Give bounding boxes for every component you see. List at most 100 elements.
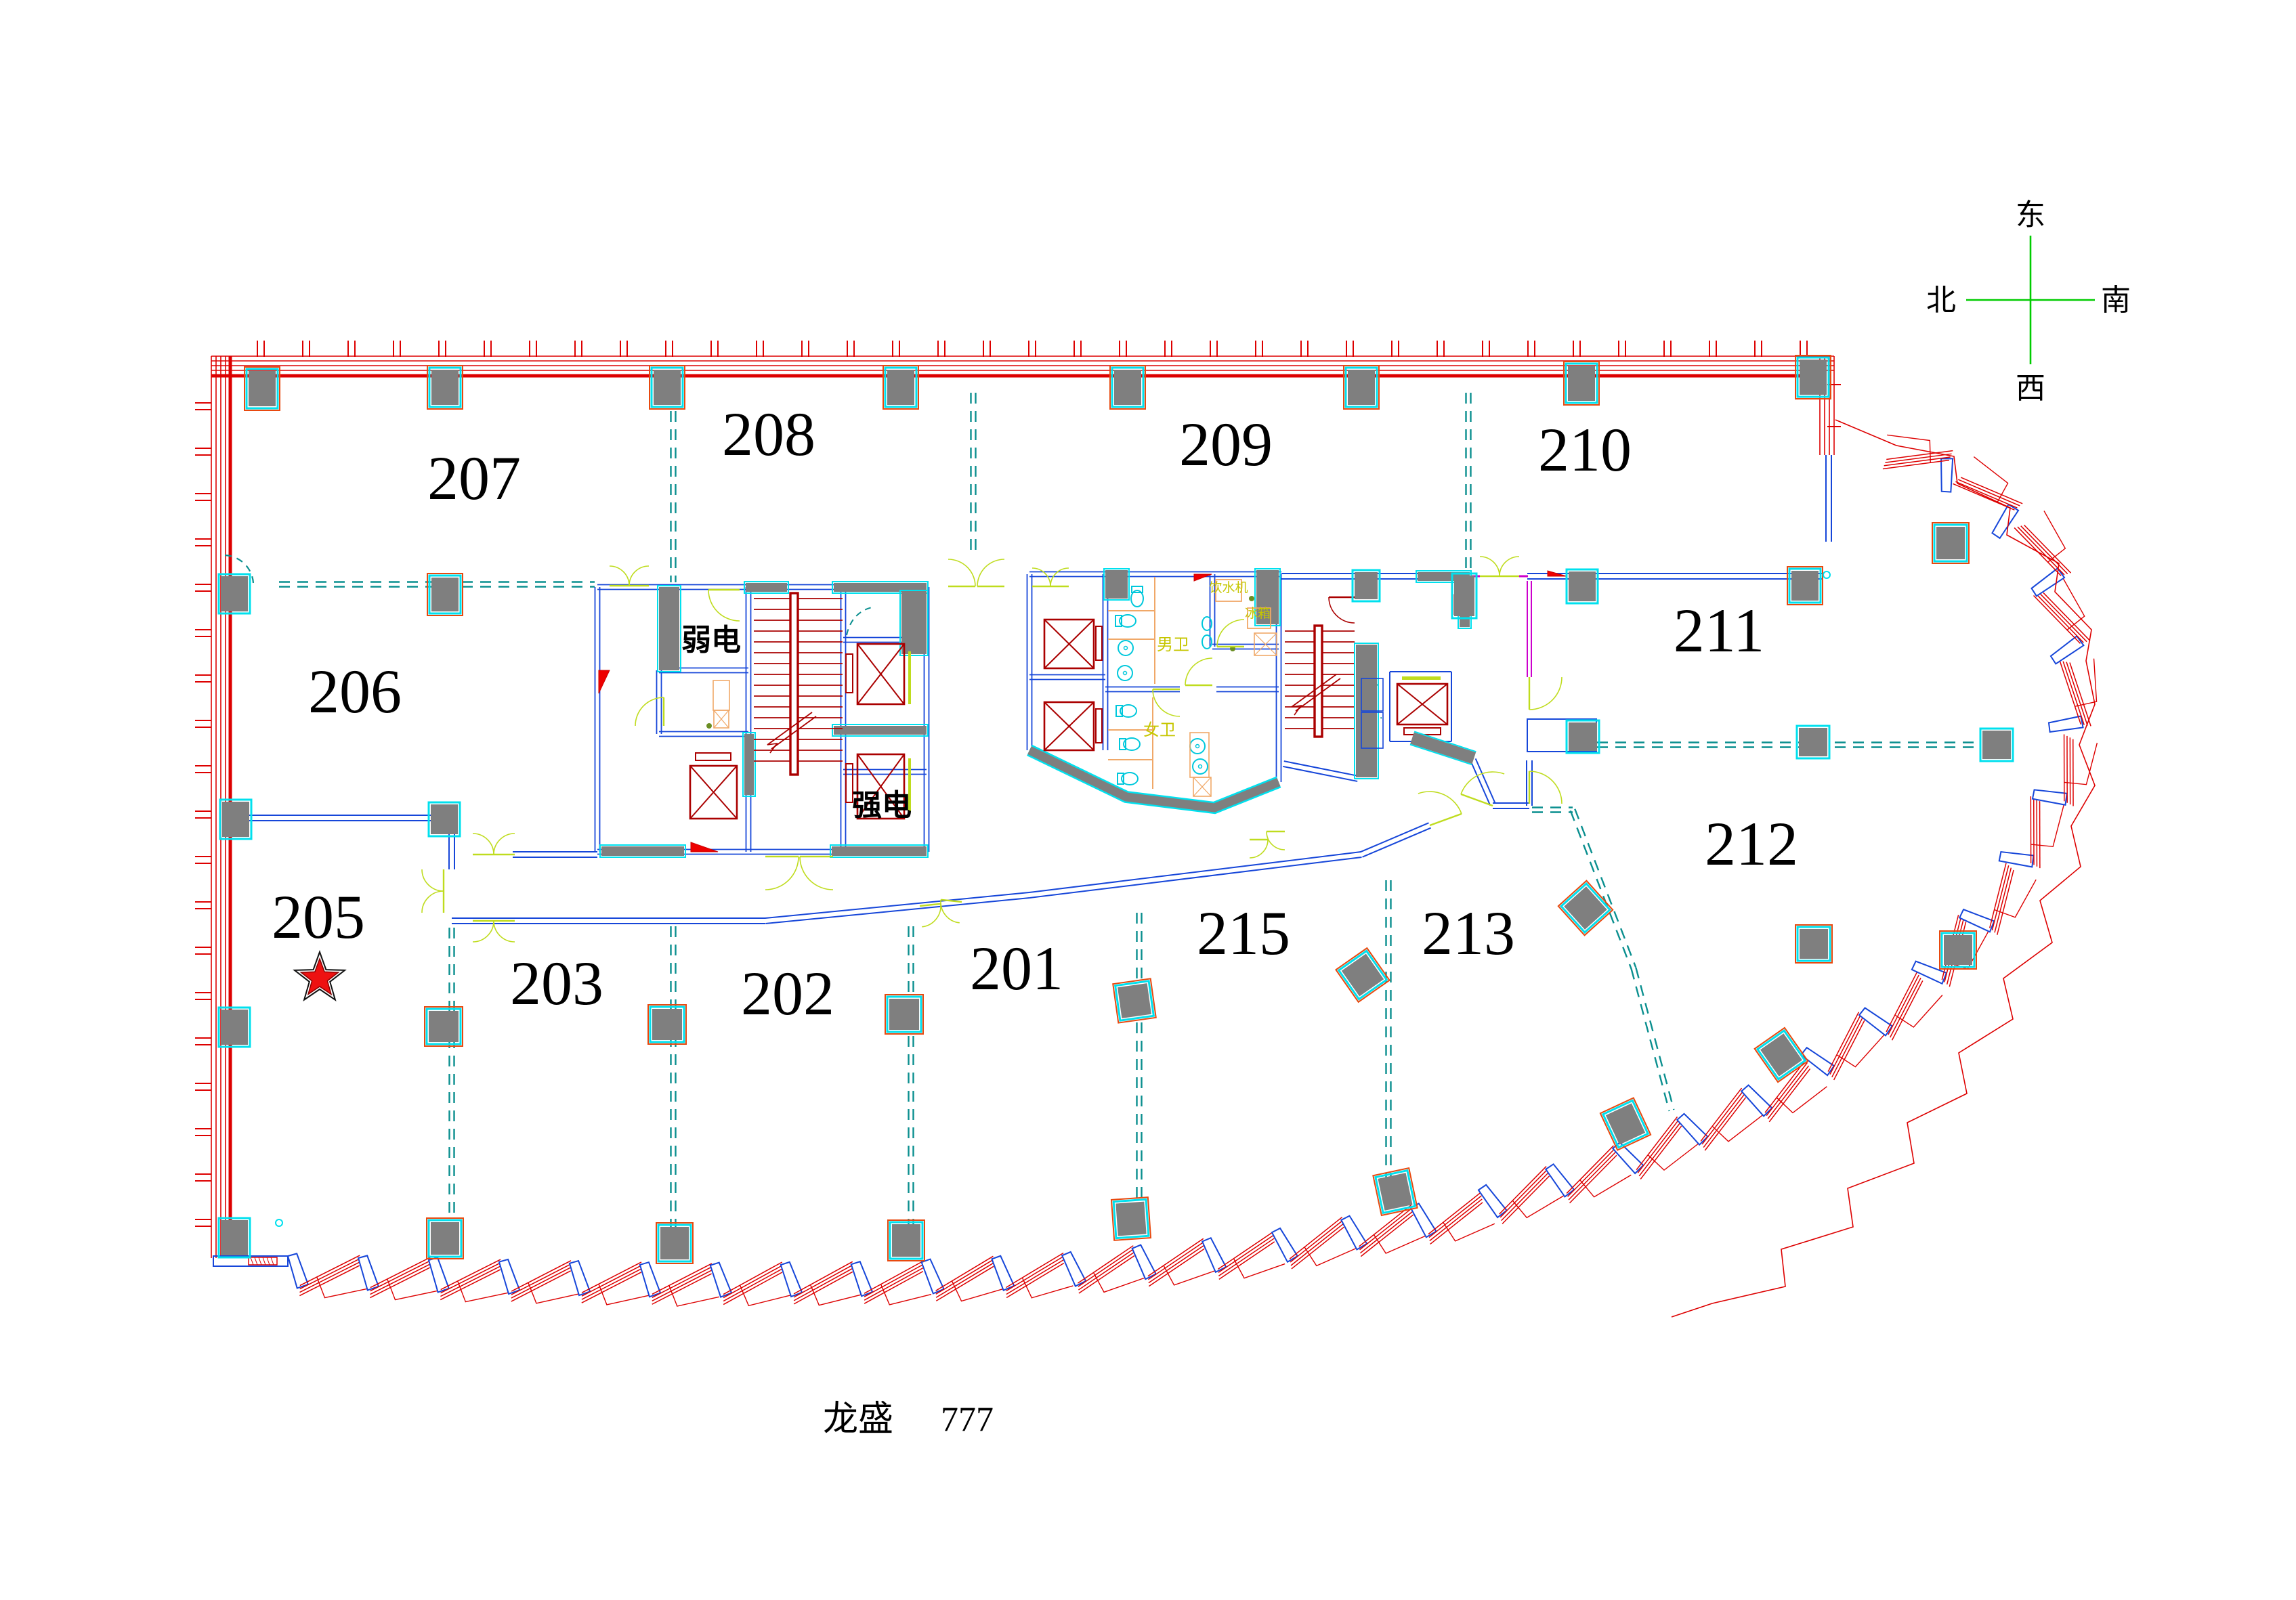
column bbox=[647, 1004, 687, 1045]
title-project-number: 777 bbox=[941, 1400, 994, 1439]
shape bbox=[1800, 360, 1827, 395]
facade-tooth bbox=[1477, 1166, 1565, 1224]
shape bbox=[1044, 701, 1094, 751]
facade-tooth bbox=[1953, 456, 2023, 540]
shape bbox=[1348, 370, 1375, 405]
shape bbox=[421, 869, 444, 892]
core-label-strong-power: 强电 bbox=[852, 788, 912, 823]
shape bbox=[713, 710, 729, 729]
shape bbox=[885, 994, 924, 1035]
shape bbox=[1397, 683, 1448, 725]
shape bbox=[1756, 1029, 1807, 1081]
shape bbox=[654, 370, 681, 405]
room-labels: 201 202 203 205 206 207 208 209 210 211 212 213 215 弱… bbox=[272, 399, 1798, 1028]
shape bbox=[1359, 1204, 1412, 1247]
shape bbox=[2066, 662, 2088, 726]
shape bbox=[845, 763, 853, 803]
compass-label-west: 西 bbox=[2016, 372, 2045, 405]
column bbox=[1795, 725, 1831, 760]
shape bbox=[649, 1006, 685, 1043]
shape bbox=[2043, 592, 2091, 641]
shape bbox=[1569, 810, 1632, 970]
shape bbox=[2030, 796, 2032, 863]
room-label-205: 205 bbox=[272, 882, 365, 951]
shape bbox=[1120, 704, 1137, 718]
compass-label-south: 南 bbox=[2101, 284, 2131, 317]
shape bbox=[1973, 456, 2009, 503]
shape bbox=[1833, 1020, 1865, 1081]
shape bbox=[952, 1280, 1003, 1302]
column bbox=[427, 573, 463, 616]
shape bbox=[1351, 569, 1381, 603]
shape bbox=[935, 1262, 994, 1298]
shape bbox=[652, 1266, 713, 1298]
shape bbox=[1344, 366, 1378, 408]
shape bbox=[1795, 725, 1831, 760]
shape bbox=[740, 1285, 791, 1307]
facade-tooth bbox=[286, 1253, 367, 1299]
shape bbox=[599, 844, 686, 858]
shape bbox=[387, 1279, 438, 1301]
room-label-211: 211 bbox=[1674, 596, 1765, 665]
shape bbox=[1290, 1219, 1343, 1263]
room-label-202: 202 bbox=[741, 959, 834, 1028]
shape bbox=[1189, 738, 1206, 754]
shape bbox=[799, 856, 834, 890]
shape bbox=[1638, 1123, 1681, 1177]
shape bbox=[1193, 574, 1212, 582]
shape bbox=[1474, 758, 1496, 804]
shape bbox=[864, 1270, 924, 1304]
shape bbox=[440, 1262, 501, 1294]
shape bbox=[1799, 728, 1827, 756]
shape bbox=[1050, 567, 1069, 587]
shape bbox=[1118, 983, 1151, 1018]
facade-tooth bbox=[1271, 1216, 1357, 1270]
shape bbox=[2039, 801, 2041, 869]
room-label-209: 209 bbox=[1179, 410, 1273, 479]
shape bbox=[431, 804, 458, 834]
shape bbox=[1185, 657, 1213, 686]
shape bbox=[1796, 356, 1830, 398]
shape bbox=[1254, 632, 1277, 656]
shape bbox=[2036, 594, 2084, 643]
column bbox=[1565, 568, 1599, 605]
shape bbox=[689, 764, 738, 820]
shape bbox=[652, 1273, 712, 1305]
toilet-fixture bbox=[1115, 704, 1137, 718]
shape bbox=[1429, 1198, 1483, 1242]
shape bbox=[919, 903, 941, 907]
shape bbox=[1547, 570, 1567, 577]
shape bbox=[1078, 1252, 1134, 1291]
shape bbox=[744, 581, 789, 594]
shape bbox=[765, 892, 1029, 920]
shape bbox=[1989, 863, 2007, 928]
shape bbox=[1147, 1238, 1204, 1277]
core-block-2 bbox=[1026, 568, 1282, 815]
facade-tooth bbox=[1958, 863, 2037, 935]
shape bbox=[1295, 678, 1341, 712]
shape bbox=[1147, 1241, 1204, 1280]
shape bbox=[1991, 503, 2020, 540]
shape bbox=[657, 585, 681, 672]
shape bbox=[1029, 851, 1361, 894]
shape bbox=[1131, 586, 1143, 593]
shape bbox=[706, 723, 712, 729]
shape bbox=[1115, 615, 1122, 627]
shape bbox=[1337, 949, 1388, 1001]
facade-tooth bbox=[1800, 1012, 1885, 1081]
facade-tooth bbox=[2033, 578, 2091, 665]
shape bbox=[217, 1006, 251, 1048]
shape bbox=[1766, 1062, 1808, 1117]
shape bbox=[864, 1263, 924, 1297]
shape bbox=[765, 896, 1030, 924]
shape bbox=[1006, 1259, 1065, 1295]
shape bbox=[883, 365, 919, 410]
shape bbox=[695, 752, 731, 761]
shape bbox=[1831, 1017, 1863, 1078]
column bbox=[1557, 880, 1614, 936]
shape bbox=[1256, 570, 1279, 624]
shape bbox=[254, 1257, 258, 1266]
gray-slab bbox=[1409, 731, 1476, 766]
shape bbox=[1202, 634, 1212, 649]
